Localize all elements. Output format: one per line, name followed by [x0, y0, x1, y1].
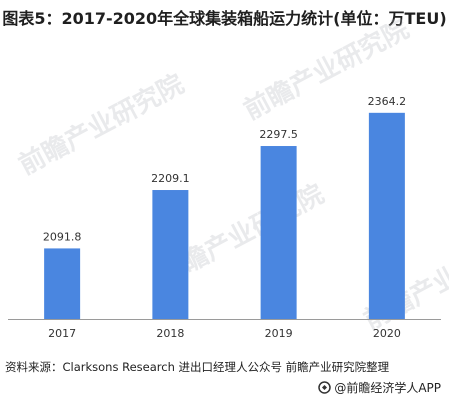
chart-title: 图表5：2017-2020年全球集装箱船运力统计(单位：万TEU): [2, 9, 447, 28]
value-labels: 2091.8 2209.1 2297.5 2364.2: [43, 95, 406, 244]
bar-2017: [44, 248, 81, 319]
source-note: 资料来源：Clarksons Research 进出口经理人公众号 前瞻产业研究…: [5, 360, 390, 374]
bar-2019: [260, 146, 297, 319]
brand-text: @前瞻经济学人APP: [334, 381, 441, 395]
x-tick-label-2018: 2018: [156, 327, 184, 340]
bars-group: [44, 112, 405, 320]
watermark-text: 前瞻产业研究院: [239, 13, 414, 126]
qianzhan-logo-icon: [318, 381, 332, 394]
value-label-2020: 2364.2: [368, 95, 407, 108]
value-label-2017: 2091.8: [43, 230, 82, 243]
value-label-2018: 2209.1: [151, 172, 190, 185]
x-tick-label-2019: 2019: [265, 327, 293, 340]
brand-credit: @前瞻经济学人APP: [318, 379, 441, 396]
value-label-2019: 2297.5: [259, 128, 298, 141]
bar-2018: [152, 190, 189, 319]
bar-2020: [368, 112, 405, 320]
watermark-text: 前瞻产业研究院: [14, 68, 189, 181]
x-tick-label-2017: 2017: [48, 327, 76, 340]
x-tick-labels: 2017 2018 2019 2020: [48, 327, 401, 340]
x-tick-label-2020: 2020: [373, 327, 401, 340]
